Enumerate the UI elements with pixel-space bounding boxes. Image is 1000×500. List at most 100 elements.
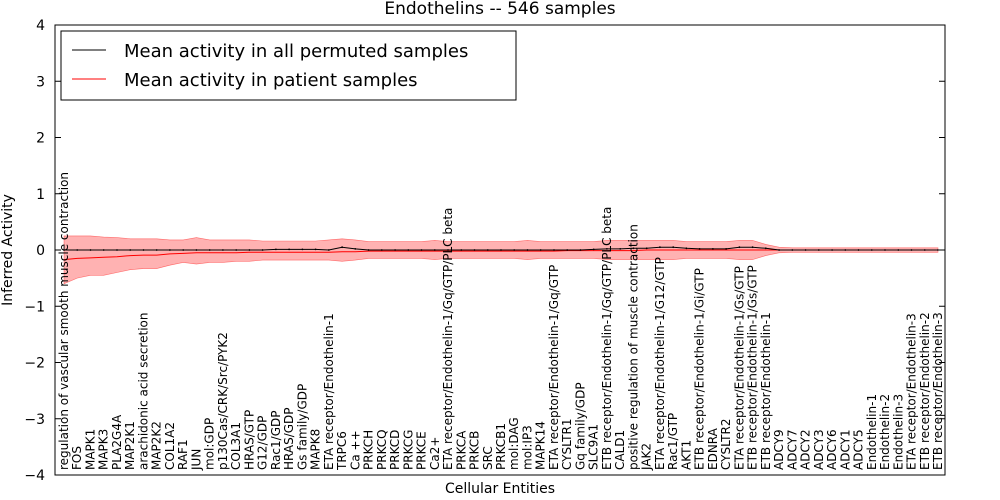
- entity-label: PRKCB1: [494, 423, 508, 470]
- series-point-permuted: [804, 249, 807, 251]
- entity-label: HRAS/GDP: [282, 407, 296, 470]
- series-point-permuted: [672, 246, 675, 249]
- entity-label: MAPK8: [309, 429, 323, 470]
- entity-label: positive regulation of muscle contractio…: [626, 224, 640, 470]
- entity-label: HRAS/GTP: [242, 410, 256, 470]
- entity-label: PRKCA: [454, 430, 468, 470]
- series-point-permuted: [473, 249, 476, 251]
- entity-label: MAPK3: [97, 429, 111, 470]
- series-point-permuted: [142, 249, 145, 251]
- entity-label: mol:GDP: [203, 418, 217, 470]
- entity-label: PLA2G4A: [110, 414, 124, 470]
- series-point-permuted: [884, 249, 886, 251]
- entity-label: MAP2K2: [150, 421, 164, 470]
- entity-label: ADCY6: [825, 429, 839, 470]
- plot-frame: [54, 24, 946, 476]
- entity-label: ETA receptor/Endothelin-1/Gq/GTP: [547, 265, 561, 470]
- series-point-permuted: [500, 249, 502, 251]
- entity-label: PRKCB: [468, 431, 482, 470]
- y-tick-label: 2: [36, 131, 45, 147]
- series-point-permuted: [513, 249, 516, 251]
- entity-label: Endothelin-1: [865, 394, 879, 470]
- y-tick-label: −1: [24, 299, 45, 315]
- series-point-permuted: [923, 249, 926, 251]
- series-point-permuted: [380, 249, 383, 251]
- entity-label: JUN: [189, 449, 203, 471]
- legend-label-permuted: Mean activity in all permuted samples: [124, 41, 468, 62]
- entity-label: ETA receptor/Endothelin-1: [322, 313, 336, 470]
- entity-label: COL1A2: [163, 422, 177, 470]
- legend-label-patient: Mean activity in patient samples: [124, 70, 418, 91]
- series-point-permuted: [222, 249, 224, 251]
- legend-box: [60, 30, 517, 101]
- entity-label: MAPK14: [534, 421, 548, 470]
- confidence-band-layer: [63, 235, 939, 285]
- entity-label: ADCY2: [799, 429, 813, 470]
- entity-label: Gs family/GDP: [295, 384, 309, 470]
- chart-title: Endothelins -- 546 samples: [384, 0, 615, 19]
- confidence-band: [63, 235, 939, 285]
- entity-label: ADCY1: [838, 429, 852, 470]
- entity-label: MAPK1: [84, 429, 98, 470]
- series-point-permuted: [910, 249, 913, 251]
- entity-label: arachidonic acid secretion: [137, 313, 151, 470]
- entity-label: mol:IP3: [521, 425, 535, 470]
- entity-label: COL3A1: [229, 422, 243, 470]
- series-point-permuted: [261, 249, 264, 251]
- entity-label: Ca2+: [428, 437, 442, 470]
- series-point-permuted: [539, 249, 542, 251]
- series-point-permuted: [844, 249, 847, 251]
- series-point-permuted: [751, 246, 754, 249]
- series-point-permuted: [619, 248, 622, 250]
- series-point-permuted: [685, 247, 688, 250]
- entity-label: ADCY7: [785, 429, 799, 470]
- entity-label: FOS: [70, 446, 84, 470]
- x-axis-title: Cellular Entities: [445, 481, 555, 497]
- series-point-permuted: [301, 248, 304, 251]
- series-point-permuted: [275, 248, 277, 251]
- y-tick-label: −2: [24, 356, 45, 372]
- series-point-permuted: [341, 246, 343, 249]
- series-point-permuted: [897, 249, 900, 251]
- y-tick-label: 0: [36, 243, 45, 259]
- series-point-permuted: [407, 249, 410, 251]
- series-point-permuted: [857, 249, 860, 251]
- entity-label: regulation of vascular smooth muscle con…: [57, 172, 71, 470]
- entity-label: ETB receptor/Endothelin-3: [931, 312, 945, 470]
- series-point-permuted: [354, 248, 357, 250]
- series-point-permuted: [169, 249, 171, 251]
- y-axis-title: Inferred Activity: [0, 194, 16, 306]
- entity-label: SLC9A1: [587, 424, 601, 470]
- entity-label: AKT1: [679, 440, 693, 470]
- series-layer: [63, 246, 939, 261]
- entity-label-layer: regulation of vascular smooth muscle con…: [57, 172, 945, 471]
- entity-label: PRKCE: [415, 431, 429, 470]
- series-point-permuted: [102, 249, 105, 251]
- series-point-permuted: [645, 247, 648, 250]
- series-point-permuted: [817, 249, 820, 251]
- series-point-permuted: [447, 249, 449, 251]
- entity-label: CALD1: [613, 430, 627, 470]
- series-point-permuted: [367, 249, 370, 251]
- entity-label: p130Cas/CRK/Src/PYK2: [216, 332, 230, 470]
- entity-label: SRC: [481, 446, 495, 470]
- series-point-permuted: [76, 249, 79, 251]
- entity-label: RAF1: [176, 439, 190, 470]
- series-point-permuted: [116, 249, 118, 251]
- series-point-permuted: [460, 249, 463, 251]
- entity-label: CYSLTR2: [719, 419, 733, 470]
- entity-label: Rac1/GDP: [269, 411, 283, 470]
- entity-label: mol:DAG: [507, 417, 521, 470]
- series-point-permuted: [195, 249, 198, 251]
- series-point-permuted: [698, 248, 701, 250]
- entity-label: ADCY5: [852, 429, 866, 470]
- series-point-permuted: [526, 249, 529, 251]
- entity-label: ETA receptor/Endothelin-1/G12/GTP: [653, 257, 667, 470]
- entity-label: ADCY3: [812, 429, 826, 470]
- series-point-permuted: [606, 248, 608, 250]
- entity-label: ETA receptor/Endothelin-1/Gs/GTP: [732, 266, 746, 470]
- series-point-permuted: [208, 249, 211, 251]
- entity-label: EDNRA: [706, 427, 720, 470]
- series-point-permuted: [420, 249, 423, 251]
- entity-label: PRKCD: [388, 430, 402, 470]
